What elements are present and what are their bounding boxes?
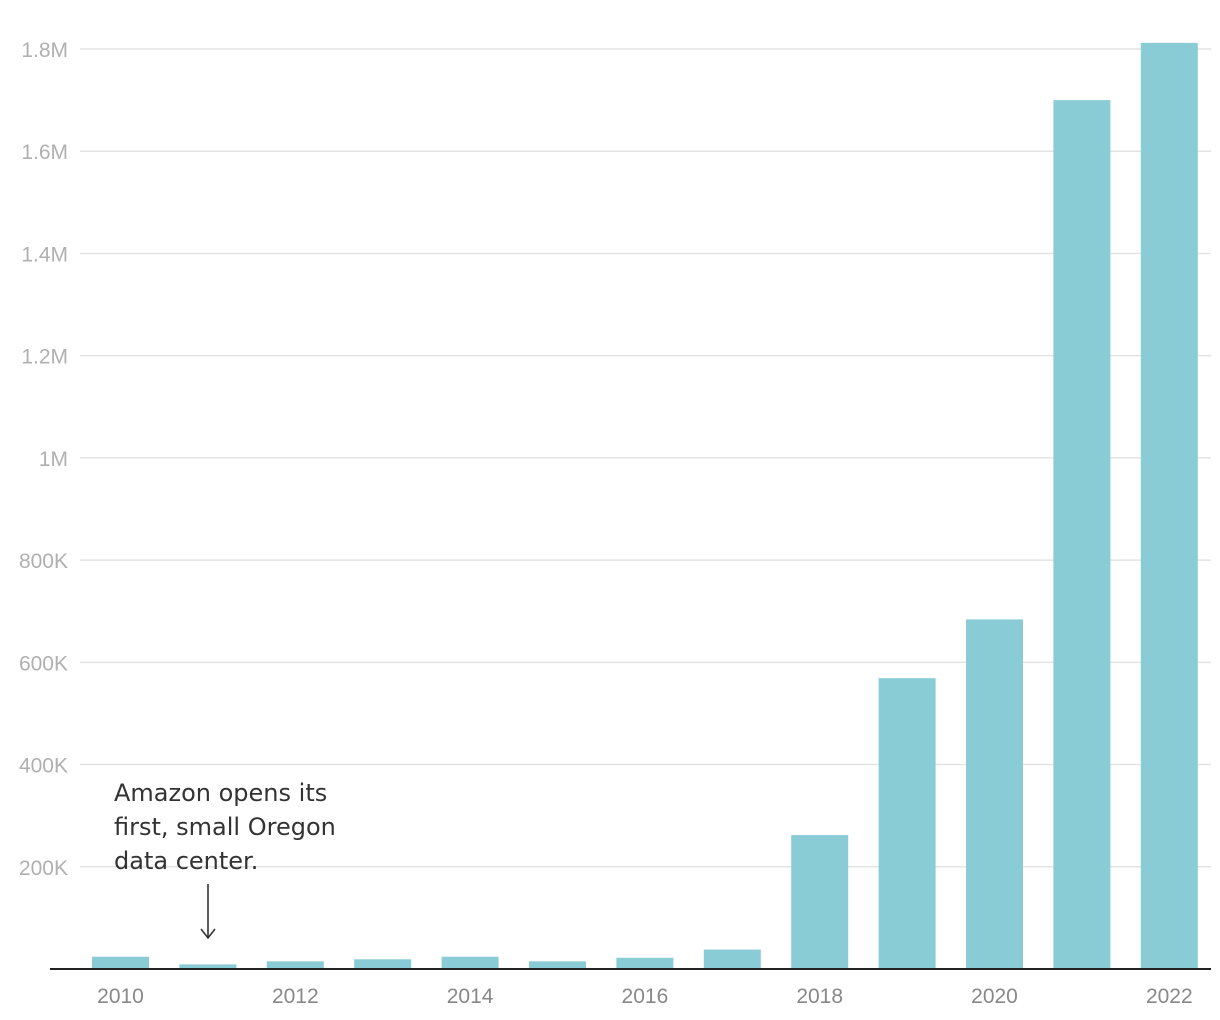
- y-tick-label: 800K: [19, 550, 68, 573]
- gridlines: [80, 48, 1211, 868]
- bar-2014: [441, 956, 499, 969]
- annotation-line-1: Amazon opens its: [114, 779, 327, 807]
- annotation-line-3: data center.: [114, 847, 258, 875]
- bar-2015: [529, 961, 586, 969]
- x-axis-ticks: 2010 2012 2014 2016 2018 2020 2022: [97, 985, 1193, 1008]
- x-tick-label: 2018: [796, 985, 843, 1008]
- y-tick-label: 400K: [19, 755, 68, 778]
- x-tick-label: 2010: [97, 985, 144, 1008]
- x-tick-label: 2012: [272, 985, 319, 1008]
- y-tick-label: 1.4M: [21, 243, 68, 266]
- bar-2019: [878, 678, 936, 969]
- bar-2020: [966, 619, 1023, 969]
- y-tick-label: 1.6M: [21, 141, 68, 164]
- bar-2010: [92, 956, 149, 969]
- x-tick-label: 2022: [1146, 985, 1193, 1008]
- y-tick-label: 600K: [19, 652, 68, 675]
- x-tick-label: 2020: [971, 985, 1018, 1008]
- y-axis-ticks: 200K 400K 600K 800K 1M 1.2M 1.4M 1.6M 1.8M: [19, 39, 68, 880]
- bar-2017: [703, 949, 761, 969]
- bar-2018: [791, 835, 849, 969]
- bar-2011: [179, 964, 237, 969]
- x-tick-label: 2014: [447, 985, 494, 1008]
- annotation: Amazon opens its first, small Oregon dat…: [114, 779, 336, 940]
- bar-2013: [354, 959, 412, 969]
- bar-2021: [1053, 100, 1111, 970]
- bar-2012: [266, 961, 324, 969]
- x-tick-label: 2016: [622, 985, 669, 1008]
- bar-2022: [1140, 42, 1198, 970]
- annotation-line-2: first, small Oregon: [114, 813, 336, 841]
- bars: [92, 42, 1198, 970]
- y-tick-label: 200K: [19, 857, 68, 880]
- y-tick-label: 1M: [39, 448, 68, 471]
- y-tick-label: 1.8M: [21, 39, 68, 62]
- bar-2016: [616, 957, 674, 969]
- annotation-arrow-head-icon: [200, 928, 216, 940]
- y-tick-label: 1.2M: [21, 346, 68, 369]
